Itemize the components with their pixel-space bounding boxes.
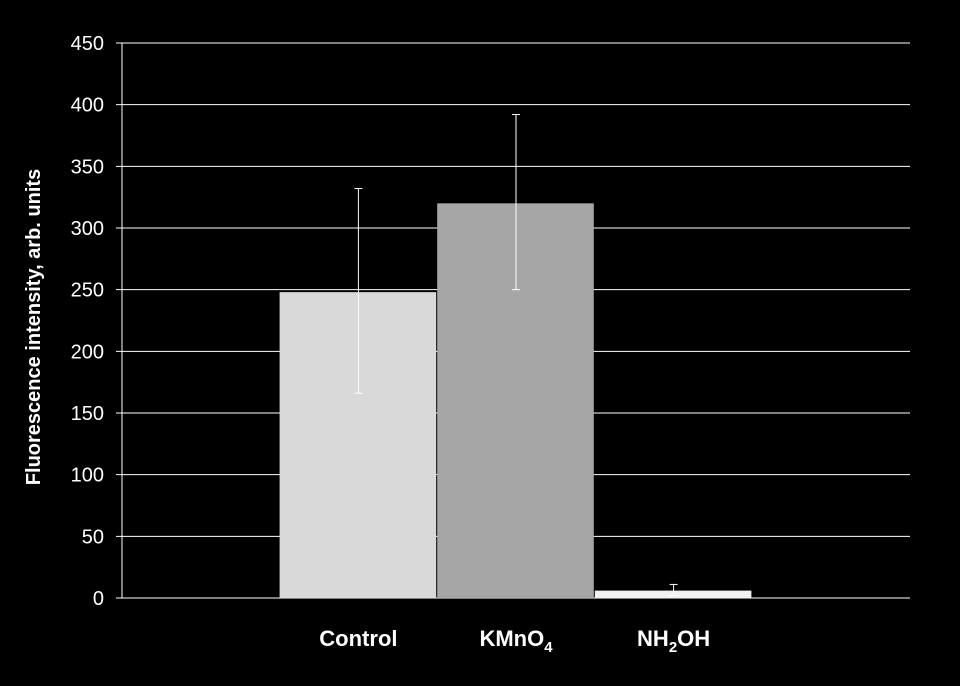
y-tick-label: 400 [71,95,104,117]
y-tick-label: 100 [71,465,104,487]
category-label: NH2OH [637,626,710,656]
category-labels: Control KMnO4 NH2OH [319,626,710,656]
y-tick-label: 450 [71,33,104,55]
error-bars [354,114,678,597]
y-tick-label: 0 [93,588,104,610]
category-label: Control [319,626,397,651]
y-tick-label: 50 [82,526,104,548]
y-tick-labels: 0 50 100 150 200 250 300 350 400 450 [71,33,104,610]
y-axis-title: Fluorescence intensity, arb. units [23,169,45,485]
y-tick-label: 150 [71,403,104,425]
y-tick-label: 200 [71,341,104,363]
y-tick-label: 250 [71,280,104,302]
category-label: KMnO4 [479,626,553,656]
y-tick-label: 350 [71,156,104,178]
y-tick-label: 300 [71,218,104,240]
